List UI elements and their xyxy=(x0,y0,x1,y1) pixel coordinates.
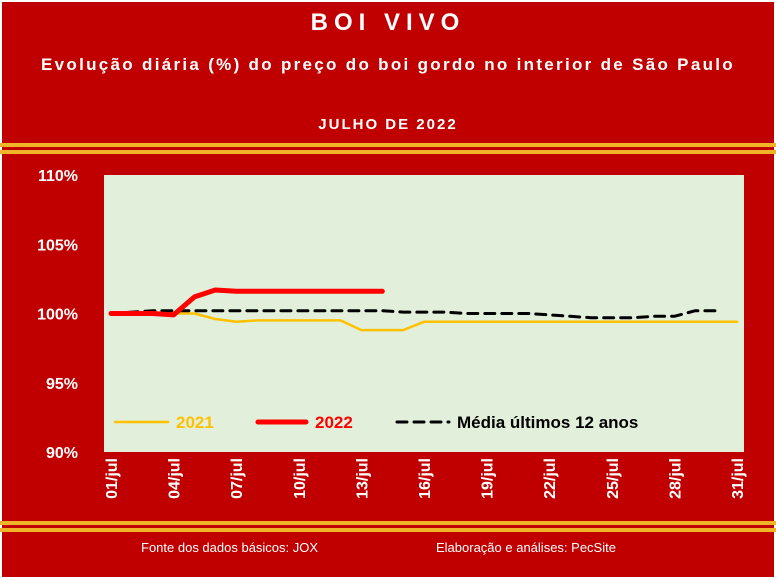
chart-container: 90% 95% 100% 105% 110% 01/jul 04/jul 07/jul 10/j… xyxy=(0,157,776,519)
chart-period: JULHO DE 2022 xyxy=(318,116,458,133)
series-line xyxy=(109,312,739,332)
x-tick-label: 31/jul xyxy=(730,458,747,499)
series-line xyxy=(109,309,718,320)
x-tick-label: 25/jul xyxy=(605,458,622,499)
accent-band-top-1 xyxy=(0,143,776,147)
x-tick-label: 01/jul xyxy=(104,458,121,499)
y-tick-label: 90% xyxy=(46,445,78,462)
legend-label: 2021 xyxy=(176,413,214,432)
x-tick-label: 04/jul xyxy=(167,458,184,499)
y-tick-label: 95% xyxy=(46,376,78,393)
chart-footer: Fonte dos dados básicos: JOX Elaboração … xyxy=(0,540,776,560)
x-tick-label: 07/jul xyxy=(229,458,246,499)
x-tick-label: 19/jul xyxy=(480,458,497,499)
y-tick-label: 100% xyxy=(37,307,78,324)
x-tick-label: 16/jul xyxy=(417,458,434,499)
analysis-credit: Elaboração e análises: PecSite xyxy=(436,540,616,555)
chart-header: BOI VIVO Evolução diária (%) do preço do… xyxy=(0,0,776,145)
x-tick-label: 13/jul xyxy=(354,458,371,499)
x-tick-label: 10/jul xyxy=(292,458,309,499)
legend-label: 2022 xyxy=(315,413,353,432)
accent-band-bottom-1 xyxy=(0,521,776,525)
x-tick-label: 22/jul xyxy=(542,458,559,499)
chart-title: BOI VIVO xyxy=(310,9,466,36)
y-tick-label: 110% xyxy=(38,168,78,185)
y-tick-label: 105% xyxy=(37,237,78,254)
accent-band-top-2 xyxy=(0,150,776,154)
data-source: Fonte dos dados básicos: JOX xyxy=(141,540,319,555)
accent-band-bottom-2 xyxy=(0,528,776,532)
line-chart: 90% 95% 100% 105% 110% 01/jul 04/jul 07/jul 10/j… xyxy=(37,168,747,499)
series-line xyxy=(108,287,385,318)
x-tick-label: 28/jul xyxy=(667,458,684,499)
legend-label: Média últimos 12 anos xyxy=(457,413,638,432)
chart-subtitle: Evolução diária (%) do preço do boi gord… xyxy=(41,55,735,74)
